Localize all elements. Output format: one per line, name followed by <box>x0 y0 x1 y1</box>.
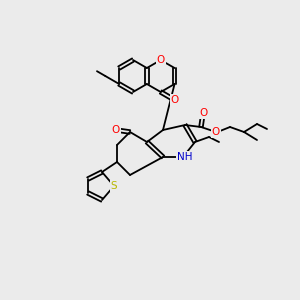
Text: O: O <box>112 125 120 135</box>
Text: S: S <box>111 181 117 191</box>
Text: O: O <box>170 95 179 105</box>
Text: O: O <box>212 127 220 137</box>
Text: NH: NH <box>177 152 193 162</box>
Text: O: O <box>199 108 207 118</box>
Text: O: O <box>157 55 165 65</box>
